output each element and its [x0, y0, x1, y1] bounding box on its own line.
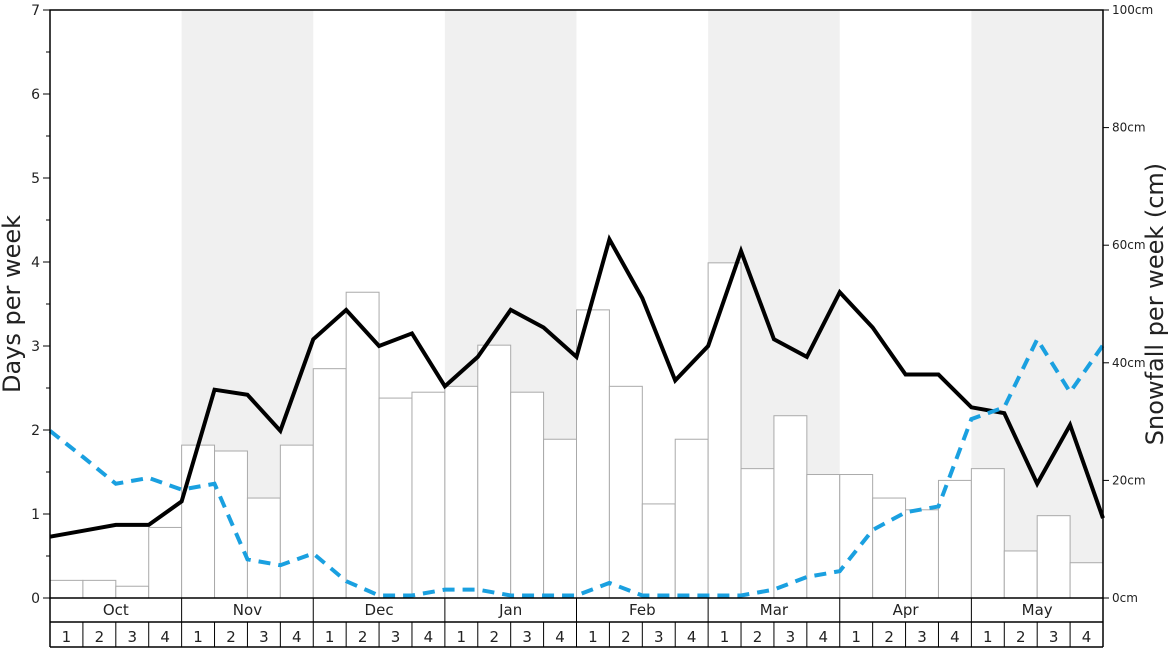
- snow-days-line-group: [49, 234, 1105, 539]
- week-label: 2: [1016, 628, 1026, 646]
- right-tick-label: 0cm: [1112, 591, 1138, 605]
- left-tick-label: 0: [31, 591, 40, 607]
- snowfall-bar: [444, 385, 479, 599]
- left-tick-label: 4: [31, 255, 40, 271]
- week-label: 1: [851, 628, 861, 646]
- snowfall-bar: [82, 579, 117, 599]
- week-label: 4: [555, 628, 565, 646]
- snowfall-bar: [674, 438, 709, 599]
- snowfall-bar: [411, 391, 446, 599]
- week-label: 3: [522, 628, 532, 646]
- snowfall-bar: [279, 444, 314, 599]
- right-tick-label: 20cm: [1112, 473, 1146, 487]
- left-axis-ticks: 0 1 2 3 4 5 6 7: [31, 3, 50, 607]
- snowfall-bar: [608, 385, 643, 599]
- week-label: 4: [950, 628, 960, 646]
- snowfall-bar: [345, 291, 380, 599]
- week-label: 3: [127, 628, 137, 646]
- snowfall-bar: [576, 309, 610, 599]
- snowfall-bar: [49, 579, 84, 599]
- week-label: 2: [884, 628, 894, 646]
- right-axis-label: Snowfall per week (cm): [1141, 163, 1168, 445]
- left-tick-label: 1: [31, 507, 40, 523]
- week-label: 3: [917, 628, 927, 646]
- snowfall-bar: [806, 474, 841, 599]
- week-label: 3: [391, 628, 401, 646]
- week-label: 2: [753, 628, 763, 646]
- right-axis-ticks: 0cm 20cm 40cm 60cm 80cm 100cm: [1103, 3, 1153, 605]
- left-axis-label: Days per week: [0, 215, 26, 393]
- left-tick-label: 6: [31, 87, 40, 103]
- x-axis-calendar: Oct Nov Dec Jan Feb Mar Apr May 1 2 3 4 1 2 3 4 1 2 3 4 1 2 3 4…: [49, 598, 1104, 648]
- week-label: 3: [654, 628, 664, 646]
- snowfall-bar: [970, 468, 1005, 599]
- snowfall-bar: [115, 585, 150, 599]
- right-tick-label: 60cm: [1112, 238, 1146, 252]
- snowfall-bar: [937, 479, 972, 599]
- week-label: 1: [325, 628, 335, 646]
- snowfall-bar: [477, 344, 512, 599]
- left-tick-label: 3: [31, 339, 40, 355]
- snowfall-bar: [378, 397, 413, 599]
- week-label: 3: [786, 628, 796, 646]
- month-label: Mar: [760, 601, 789, 619]
- snowfall-bar: [246, 497, 281, 599]
- week-label: 1: [457, 628, 467, 646]
- week-label: 2: [489, 628, 499, 646]
- left-tick-label: 5: [31, 171, 40, 187]
- week-label: 2: [621, 628, 631, 646]
- left-tick-label: 2: [31, 423, 40, 439]
- snowfall-bar: [312, 368, 347, 599]
- snowfall-bars: [49, 262, 1104, 599]
- week-label: 4: [819, 628, 829, 646]
- month-label: Jan: [498, 601, 522, 619]
- right-tick-label: 100cm: [1112, 3, 1153, 17]
- snow-days-line: [49, 234, 1105, 539]
- week-label: 1: [720, 628, 730, 646]
- week-label: 4: [292, 628, 302, 646]
- month-label: Feb: [629, 601, 656, 619]
- snowfall-bar: [707, 262, 742, 599]
- week-label: 2: [95, 628, 105, 646]
- week-label: 2: [226, 628, 236, 646]
- week-label: 2: [358, 628, 368, 646]
- week-label: 1: [983, 628, 993, 646]
- right-tick-label: 80cm: [1112, 121, 1146, 135]
- snowfall-bar: [181, 444, 216, 599]
- snowfall-bar: [641, 503, 676, 599]
- snowfall-bar: [1036, 515, 1071, 599]
- week-label: 1: [588, 628, 598, 646]
- snowfall-bar: [740, 468, 775, 599]
- week-label: 3: [259, 628, 269, 646]
- week-label: 4: [1082, 628, 1092, 646]
- week-label: 3: [1049, 628, 1059, 646]
- week-label: 4: [424, 628, 434, 646]
- snowfall-bar: [1069, 562, 1104, 599]
- month-label: Nov: [233, 601, 262, 619]
- week-label: 4: [687, 628, 697, 646]
- snowfall-bar: [905, 509, 939, 599]
- snowfall-bar: [1003, 550, 1038, 599]
- month-label: Apr: [893, 601, 920, 619]
- snowfall-bar: [543, 438, 577, 599]
- snowfall-bar: [510, 391, 545, 599]
- snowfall-bar: [148, 526, 183, 599]
- right-tick-label: 40cm: [1112, 356, 1146, 370]
- month-label: May: [1022, 601, 1053, 619]
- month-label: Oct: [103, 601, 129, 619]
- week-label: 1: [62, 628, 72, 646]
- month-label: Dec: [365, 601, 394, 619]
- week-label: 4: [160, 628, 170, 646]
- left-tick-label: 7: [31, 3, 40, 19]
- snowfall-bar: [773, 415, 808, 599]
- week-label: 1: [193, 628, 203, 646]
